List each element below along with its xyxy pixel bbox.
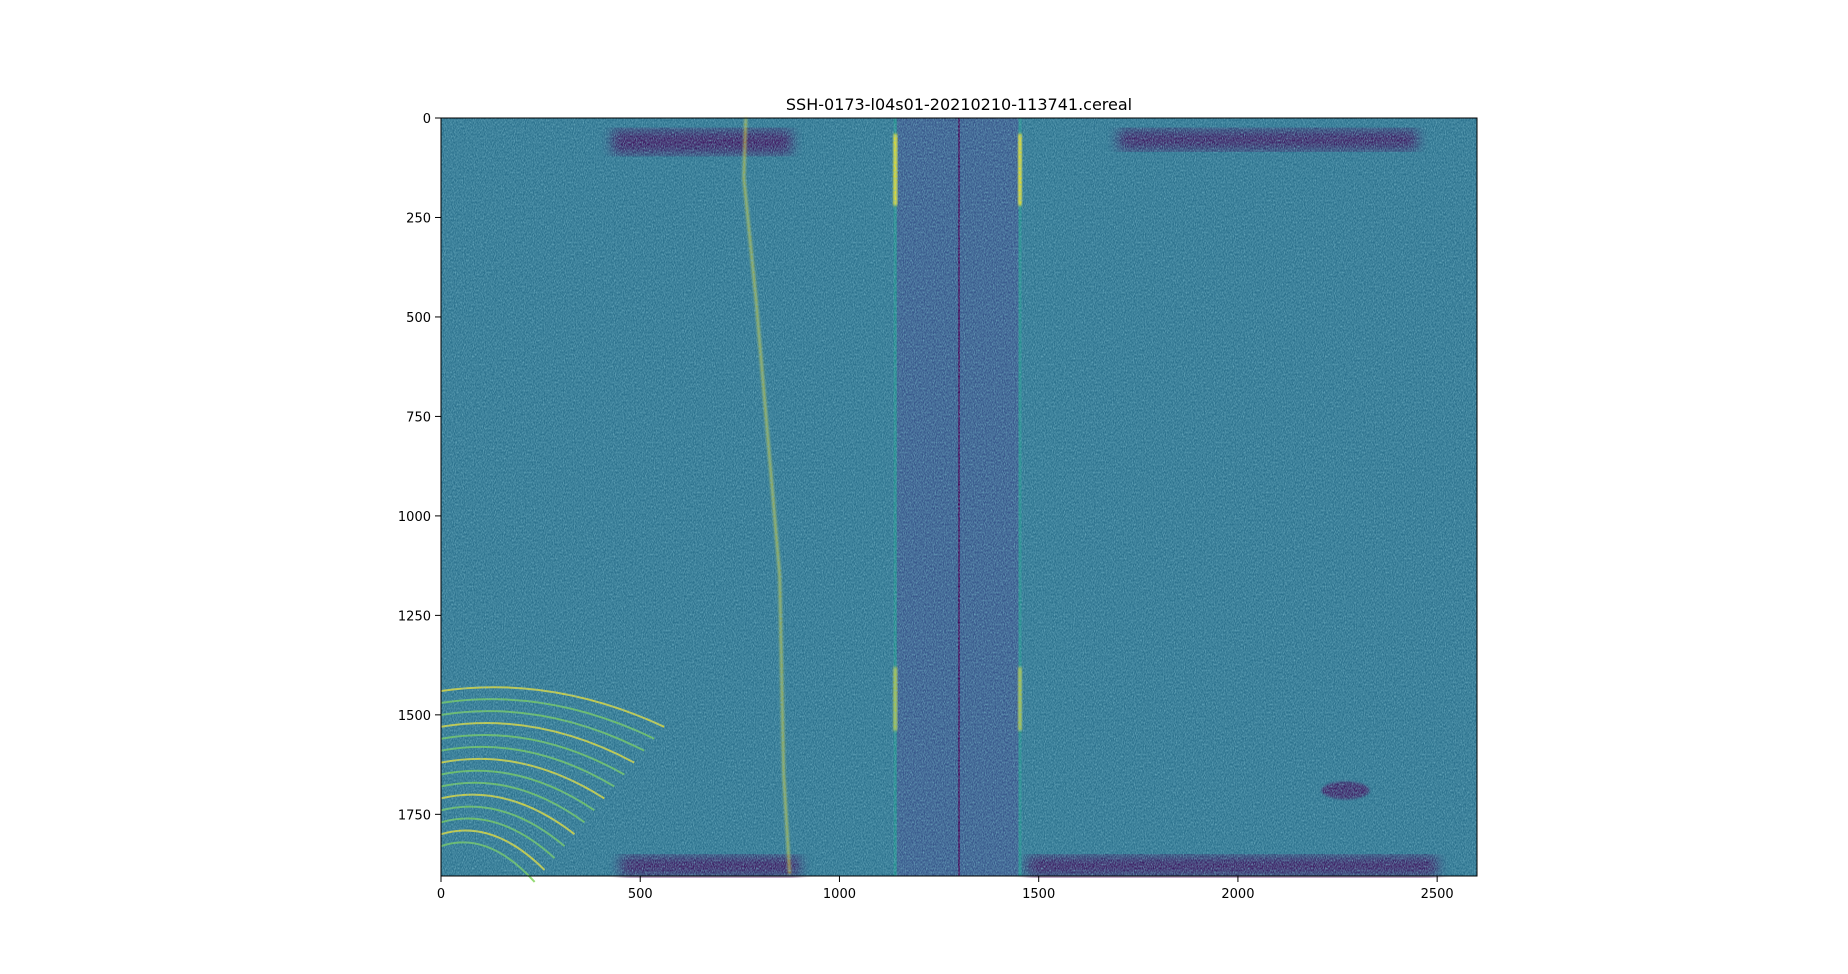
y-tick-label: 750 [406, 410, 431, 425]
y-tick-label: 0 [423, 112, 431, 127]
x-tick-label: 2500 [1421, 887, 1454, 902]
y-tick-label: 500 [406, 311, 431, 326]
x-tick-label: 1000 [823, 887, 856, 902]
y-tick-label: 1250 [398, 609, 431, 624]
x-tick-label: 0 [437, 887, 445, 902]
x-tick-label: 2000 [1221, 887, 1254, 902]
y-tick-label: 1750 [398, 808, 431, 823]
x-tick-label: 1500 [1022, 887, 1055, 902]
heatmap-texture [441, 118, 1477, 876]
plot-area [440, 117, 1478, 883]
chart-title: SSH-0173-l04s01-20210210-113741.cereal [786, 95, 1132, 114]
x-tick-label: 500 [628, 887, 653, 902]
y-tick-label: 1500 [398, 709, 431, 724]
x-axis: 0 500 1000 1500 2000 2500 [437, 876, 1454, 902]
y-axis: 0 250 500 750 1000 1250 1500 1750 [398, 112, 441, 823]
y-tick-label: 1000 [398, 510, 431, 525]
y-tick-label: 250 [406, 211, 431, 226]
plot-frame [440, 117, 1478, 877]
